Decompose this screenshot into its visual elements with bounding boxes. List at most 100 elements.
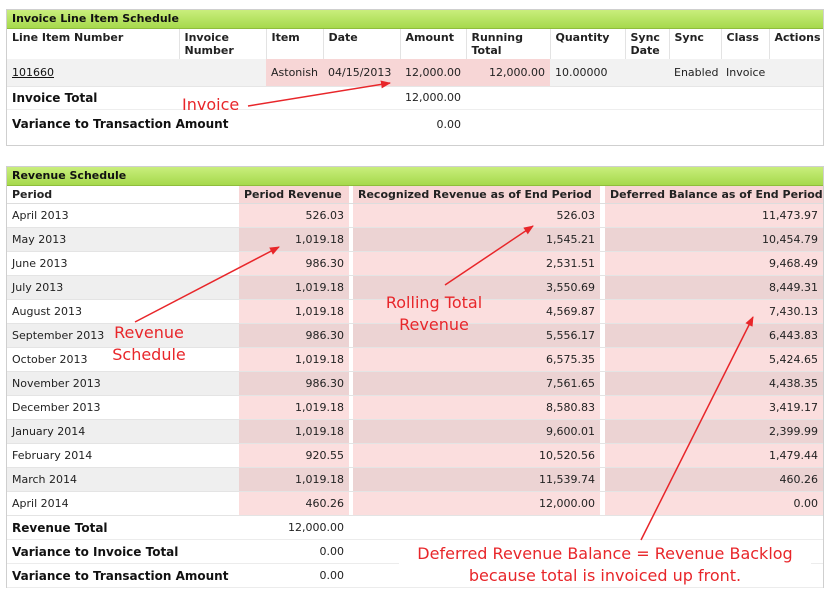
col-actions[interactable]: Actions [768, 29, 823, 59]
col-quantity[interactable]: Quantity [549, 29, 625, 59]
recognized-revenue-cell: 7,561.65 [353, 371, 600, 396]
period-revenue-cell: 986.30 [239, 251, 349, 276]
actions-cell[interactable] [769, 59, 823, 87]
period-cell: April 2013 [7, 203, 239, 228]
recognized-revenue-cell: 8,580.83 [353, 395, 600, 420]
annotation-rolling-total-line1: Rolling Total [385, 293, 483, 312]
annotation-rolling-total-line2: Revenue [399, 315, 469, 334]
col-period-revenue[interactable]: Period Revenue [239, 186, 349, 204]
col-period[interactable]: Period [7, 186, 239, 204]
period-cell: February 2014 [7, 443, 239, 468]
col-amount[interactable]: Amount [399, 29, 466, 59]
item-cell: Astonish [266, 59, 323, 87]
column-gap [349, 395, 353, 420]
recognized-revenue-cell: 11,539.74 [353, 467, 600, 492]
revenue-row: April 2014 460.26 12,000.00 0.00 [7, 491, 823, 516]
annotation-deferred-line2: because total is invoiced up front. [468, 566, 742, 585]
col-line-item-number[interactable]: Line Item Number [12, 31, 124, 44]
column-gap [600, 419, 605, 444]
deferred-balance-cell: 2,399.99 [605, 419, 823, 444]
column-gap [349, 491, 353, 516]
line-item-number-link[interactable]: 101660 [12, 65, 54, 79]
quantity-cell: 10.00000 [550, 59, 625, 87]
column-gap [349, 467, 353, 492]
invoice-number-cell [179, 59, 266, 87]
annotation-deferred-line1: Deferred Revenue Balance = Revenue Backl… [417, 544, 793, 563]
deferred-balance-cell: 10,454.79 [605, 227, 823, 252]
sync-date-cell [625, 59, 669, 87]
deferred-balance-cell: 4,438.35 [605, 371, 823, 396]
col-class[interactable]: Class [720, 29, 769, 59]
summary-label: Revenue Total [7, 515, 239, 540]
revenue-row: November 2013 986.30 7,561.65 4,438.35 [7, 371, 823, 396]
summary-label: Variance to Transaction Amount [7, 563, 239, 588]
annotation-deferred: Deferred Revenue Balance = Revenue Backl… [399, 543, 811, 587]
col-item[interactable]: Item [265, 29, 323, 59]
col-sync[interactable]: Sync [668, 29, 721, 59]
revenue-panel-title: Revenue Schedule [7, 167, 823, 186]
col-sync-date[interactable]: Sync Date [624, 29, 669, 59]
recognized-revenue-cell: 9,600.01 [353, 419, 600, 444]
revenue-row: June 2013 986.30 2,531.51 9,468.49 [7, 251, 823, 276]
period-revenue-cell: 1,019.18 [239, 347, 349, 372]
column-gap [349, 347, 353, 372]
recognized-revenue-cell: 4,569.87 [353, 299, 600, 324]
deferred-balance-cell: 5,424.65 [605, 347, 823, 372]
column-gap [600, 275, 605, 300]
period-revenue-cell: 1,019.18 [239, 419, 349, 444]
period-cell: October 2013 [7, 347, 239, 372]
column-gap [349, 419, 353, 444]
invoice-line-row: 101660 Astonish 04/15/2013 12,000.00 12,… [7, 59, 823, 87]
column-gap [600, 227, 605, 252]
period-revenue-cell: 526.03 [239, 203, 349, 228]
period-cell: August 2013 [7, 299, 239, 324]
col-recognized-revenue[interactable]: Recognized Revenue as of End Period [353, 186, 600, 204]
deferred-balance-cell: 6,443.83 [605, 323, 823, 348]
invoice-variance-label: Variance to Transaction Amount [12, 116, 229, 131]
col-date[interactable]: Date [322, 29, 400, 59]
invoice-panel-title: Invoice Line Item Schedule [7, 10, 823, 29]
recognized-revenue-cell: 12,000.00 [353, 491, 600, 516]
column-gap [600, 371, 605, 396]
recognized-revenue-cell: 5,556.17 [353, 323, 600, 348]
period-revenue-cell: 1,019.18 [239, 275, 349, 300]
column-gap [600, 491, 605, 516]
annotation-rolling-total: Rolling Total Revenue [372, 292, 496, 336]
column-gap [600, 323, 605, 348]
revenue-row: March 2014 1,019.18 11,539.74 460.26 [7, 467, 823, 492]
summary-value: 12,000.00 [239, 515, 349, 540]
column-gap [349, 323, 353, 348]
column-gap [600, 443, 605, 468]
invoice-variance-value: 0.00 [436, 117, 462, 131]
column-gap [349, 227, 353, 252]
period-revenue-cell: 920.55 [239, 443, 349, 468]
revenue-row: February 2014 920.55 10,520.56 1,479.44 [7, 443, 823, 468]
class-cell: Invoice [721, 59, 769, 87]
period-cell: March 2014 [7, 467, 239, 492]
sync-cell: Enabled [669, 59, 721, 87]
period-cell: January 2014 [7, 419, 239, 444]
amount-cell: 12,000.00 [400, 59, 466, 87]
revenue-row: January 2014 1,019.18 9,600.01 2,399.99 [7, 419, 823, 444]
deferred-balance-cell: 1,479.44 [605, 443, 823, 468]
date-cell: 04/15/2013 [323, 59, 400, 87]
recognized-revenue-cell: 6,575.35 [353, 347, 600, 372]
column-gap [600, 203, 605, 228]
period-cell: May 2013 [7, 227, 239, 252]
period-revenue-cell: 986.30 [239, 323, 349, 348]
period-revenue-cell: 1,019.18 [239, 299, 349, 324]
col-deferred-balance[interactable]: Deferred Balance as of End Period [605, 186, 823, 204]
deferred-balance-cell: 7,430.13 [605, 299, 823, 324]
annotation-revenue-schedule: Revenue Schedule [104, 322, 194, 366]
revenue-row: April 2013 526.03 526.03 11,473.97 [7, 203, 823, 228]
col-running-total[interactable]: Running Total [465, 29, 550, 59]
column-gap [349, 203, 353, 228]
annotation-invoice: Invoice [182, 95, 240, 114]
invoice-table: Line Item Number Invoice Number Item Dat… [7, 29, 823, 139]
recognized-revenue-cell: 10,520.56 [353, 443, 600, 468]
summary-value: 0.00 [239, 539, 349, 564]
summary-filler [349, 515, 823, 540]
recognized-revenue-cell: 2,531.51 [353, 251, 600, 276]
period-revenue-cell: 1,019.18 [239, 227, 349, 252]
col-invoice-number[interactable]: Invoice Number [178, 29, 266, 59]
